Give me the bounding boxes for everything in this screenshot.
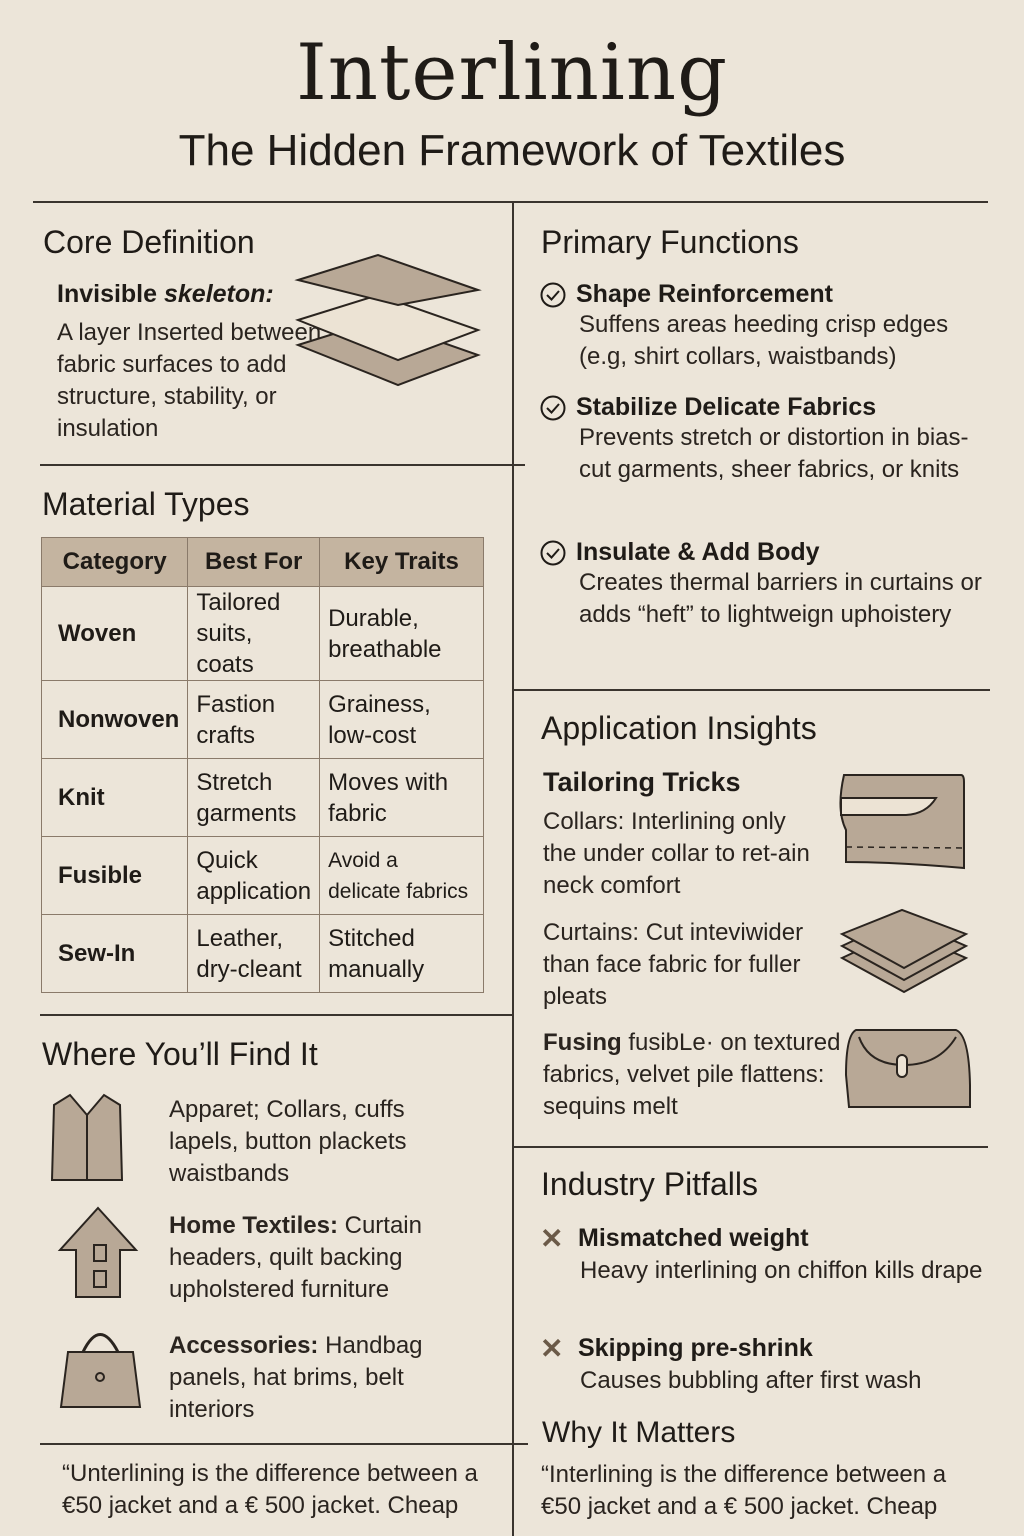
table-row: Knit Stretch garments Moves with fabric — [40, 758, 484, 837]
text: Shape Reinforcement — [576, 280, 834, 308]
text: Home Textiles: — [169, 1212, 338, 1239]
text: Quick application — [187, 836, 321, 915]
text: Nonwoven — [40, 680, 189, 759]
core-text: A layer Inserted between fabric surfaces… — [57, 319, 322, 442]
text: Prevents stretch or distortion in bias-c… — [579, 424, 969, 483]
text: Creates thermal barriers in curtains or … — [579, 569, 982, 628]
text: fusibLe· on textured fabrics, velvet pil… — [543, 1029, 841, 1120]
core-heading: Core Definition — [43, 224, 255, 260]
text: Knit — [40, 758, 189, 837]
text: Fusible — [40, 836, 189, 915]
col-best-for: Best For — [187, 537, 321, 587]
functions-heading: Primary Functions — [541, 224, 799, 260]
collar-icon — [839, 774, 965, 870]
col-category: Category — [40, 537, 189, 587]
tailoring-heading: Tailoring Tricks — [543, 767, 741, 797]
where-heading: Where You’ll Find It — [42, 1036, 318, 1072]
text: Apparet; Collars, cuffs lapels, button p… — [169, 1096, 407, 1187]
house-icon — [57, 1206, 139, 1298]
text: Accessories: — [169, 1332, 319, 1359]
core-lead-em: skeleton: — [163, 280, 274, 308]
text: Mismatched weight — [578, 1224, 809, 1252]
text: Curtain headers, quilt backing upholster… — [169, 1212, 422, 1303]
col-key-traits: Key Traits — [319, 537, 484, 587]
tip-fusing: Fusing fusibLe· on textured fabrics, vel… — [543, 1027, 843, 1123]
pitfalls-heading: Industry Pitfalls — [541, 1166, 758, 1202]
where-item-home: Home Textiles: Curtain headers, quilt ba… — [169, 1210, 469, 1306]
text: Causes bubbling after first wash — [580, 1367, 922, 1394]
materials-heading: Material Types — [42, 486, 250, 522]
handbag-icon — [59, 1333, 142, 1408]
text: Handbag panels, hat brims, belt interior… — [169, 1332, 423, 1423]
table-row: Nonwoven Fastion crafts Grainess, low-cost — [40, 680, 484, 759]
check-circle-icon — [540, 395, 566, 420]
check-circle-icon — [540, 540, 566, 565]
stacked-fabric-icon — [839, 908, 969, 994]
layered-fabric-icon — [294, 253, 482, 387]
title: Interlining — [295, 28, 729, 118]
pitfall-item: ✕ Skipping pre-shrink Causes bubbling afte… — [540, 1332, 990, 1397]
matters-heading: Why It Matters — [542, 1416, 736, 1449]
x-mark-icon: ✕ — [540, 1333, 564, 1364]
function-item: Insulate & Add Body Creates thermal barri… — [540, 538, 990, 631]
where-item-apparel: Apparet; Collars, cuffs lapels, button p… — [169, 1094, 469, 1190]
text: Fastion crafts — [187, 680, 321, 759]
function-item: Shape Reinforcement Suffens areas heeding… — [540, 280, 990, 373]
where-item-accessories: Accessories: Handbag panels, hat brims, … — [169, 1330, 469, 1426]
text: Stitched manually — [319, 914, 484, 993]
application-heading: Application Insights — [541, 710, 817, 746]
materials-table: Category Best For Key Traits Woven Tailored… — [40, 537, 484, 993]
text: Sew-In — [40, 914, 189, 993]
table-row: Woven Tailored suits, coats Durable, breat… — [40, 586, 484, 681]
text: Leather, dry-cleant — [187, 914, 321, 993]
text: Insulate & Add Body — [576, 538, 820, 566]
text: Skipping pre-shrink — [578, 1334, 813, 1362]
pitfall-item: ✕ Mismatched weight Heavy interlining on c… — [540, 1222, 990, 1287]
check-circle-icon — [540, 282, 566, 307]
text: Heavy interlining on chiffon kills drape — [580, 1257, 983, 1284]
subtitle: The Hidden Framework of Textiles — [178, 126, 846, 175]
tip-curtains: Curtains: Cut inteviwider than face fabr… — [543, 919, 804, 1010]
jacket-icon — [50, 1093, 124, 1181]
text: Grainess, low-cost — [319, 680, 484, 759]
text: Fusing — [543, 1029, 622, 1056]
text: Moves with fabric — [319, 758, 484, 837]
core-lead: Invisible — [57, 280, 164, 308]
table-row: Fusible Quick application Avoid a delicate… — [40, 836, 484, 915]
text: Durable, breathable — [319, 586, 484, 681]
function-item: Stabilize Delicate Fabrics Prevents stret… — [540, 393, 990, 486]
quote-left: “Unterlining is the difference between a… — [62, 1460, 478, 1519]
text: Woven — [40, 586, 189, 681]
table-row: Sew-In Leather, dry-cleant Stitched manual… — [40, 914, 484, 993]
matters-quote: “Interlining is the difference between a… — [541, 1461, 947, 1520]
bag-icon — [844, 1029, 971, 1108]
text: Stabilize Delicate Fabrics — [576, 393, 877, 421]
text: Tailored suits, coats — [187, 586, 321, 681]
tip-collars: Collars: Interlining only the under coll… — [543, 808, 810, 899]
text: Avoid a delicate fabrics — [319, 836, 484, 915]
x-mark-icon: ✕ — [540, 1223, 564, 1254]
text: Suffens areas heeding crisp edges (e.g, … — [579, 311, 949, 370]
text: Stretch garments — [187, 758, 321, 837]
